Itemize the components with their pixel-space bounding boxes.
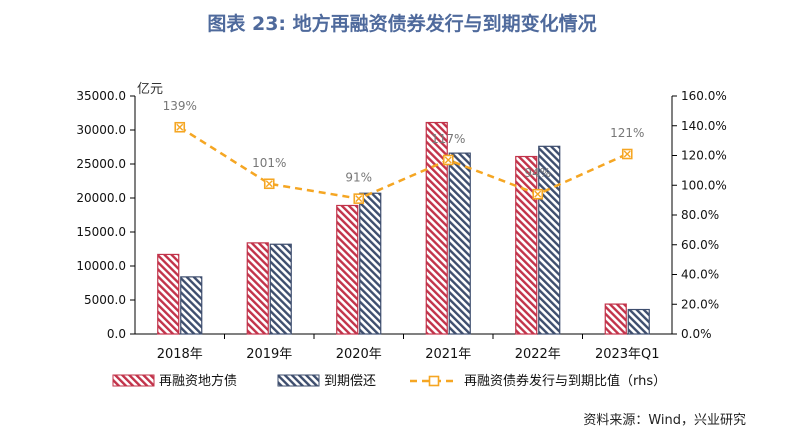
maturity-bar <box>538 145 561 335</box>
maturity-bar <box>448 152 471 335</box>
left-tick-label: 20000.0 <box>76 191 126 205</box>
left-axis-unit: 亿元 <box>137 82 163 97</box>
right-tick-label: 60.0% <box>681 238 719 252</box>
maturity-bar <box>359 192 382 335</box>
legend-label-maturity: 到期偿还 <box>324 374 376 389</box>
refinancing-bar <box>425 121 448 335</box>
left-tick-label: 30000.0 <box>76 123 126 137</box>
maturity-bar <box>627 308 650 335</box>
right-tick-label: 160.0% <box>681 89 727 103</box>
ratio-point-cross <box>355 195 363 203</box>
refinancing-bar <box>336 204 359 335</box>
right-tick-label: 100.0% <box>681 178 727 192</box>
left-tick-label: 15000.0 <box>76 225 126 239</box>
refinancing-bar <box>515 155 538 335</box>
refinancing-bar <box>604 303 627 335</box>
ratio-line <box>179 126 628 200</box>
ratio-data-label: 101% <box>252 156 286 170</box>
x-tick-label: 2020年 <box>336 347 382 362</box>
right-tick-label: 80.0% <box>681 208 719 222</box>
ratio-point-cross <box>444 156 452 164</box>
ratio-point-cross <box>265 180 273 188</box>
maturity-bar <box>180 276 203 335</box>
ratio-data-label: 139% <box>163 99 197 113</box>
left-tick-label: 0.0 <box>107 327 126 341</box>
legend-label-refinancing: 再融资地方债 <box>159 373 237 389</box>
right-tick-label: 120.0% <box>681 149 727 163</box>
x-tick-label: 2023年Q1 <box>595 347 660 362</box>
left-tick-label: 10000.0 <box>76 259 126 273</box>
legend-swatch-maturity <box>277 374 320 387</box>
chart-title: 图表 23: 地方再融资债券发行与到期变化情况 <box>207 13 597 35</box>
legend-label-ratio: 再融资债券发行与到期比值（rhs） <box>464 373 666 389</box>
x-tick-label: 2021年 <box>425 347 471 362</box>
ratio-point-cross <box>176 123 184 131</box>
refinancing-bar <box>246 242 269 335</box>
ratio-data-label: 117% <box>431 132 465 146</box>
refinancing-bar <box>157 253 180 335</box>
x-tick-label: 2018年 <box>157 347 203 362</box>
ratio-data-label: 91% <box>345 171 372 185</box>
source-note: 资料来源：Wind，兴业研究 <box>583 413 746 428</box>
x-tick-label: 2019年 <box>246 347 292 362</box>
ratio-data-label: 94% <box>524 166 551 180</box>
ratio-point-cross <box>534 190 542 198</box>
left-tick-label: 5000.0 <box>84 293 126 307</box>
ratio-data-label: 121% <box>610 126 644 140</box>
maturity-bar <box>269 243 292 335</box>
x-tick-label: 2022年 <box>515 347 561 362</box>
legend-swatch-refinancing <box>112 374 155 387</box>
ratio-point-cross <box>623 150 631 158</box>
left-tick-label: 25000.0 <box>76 157 126 171</box>
right-tick-label: 20.0% <box>681 297 719 311</box>
right-tick-label: 40.0% <box>681 268 719 282</box>
right-tick-label: 0.0% <box>681 327 712 341</box>
left-tick-label: 35000.0 <box>76 89 126 103</box>
right-tick-label: 140.0% <box>681 119 727 133</box>
legend-marker-ratio <box>428 375 440 387</box>
